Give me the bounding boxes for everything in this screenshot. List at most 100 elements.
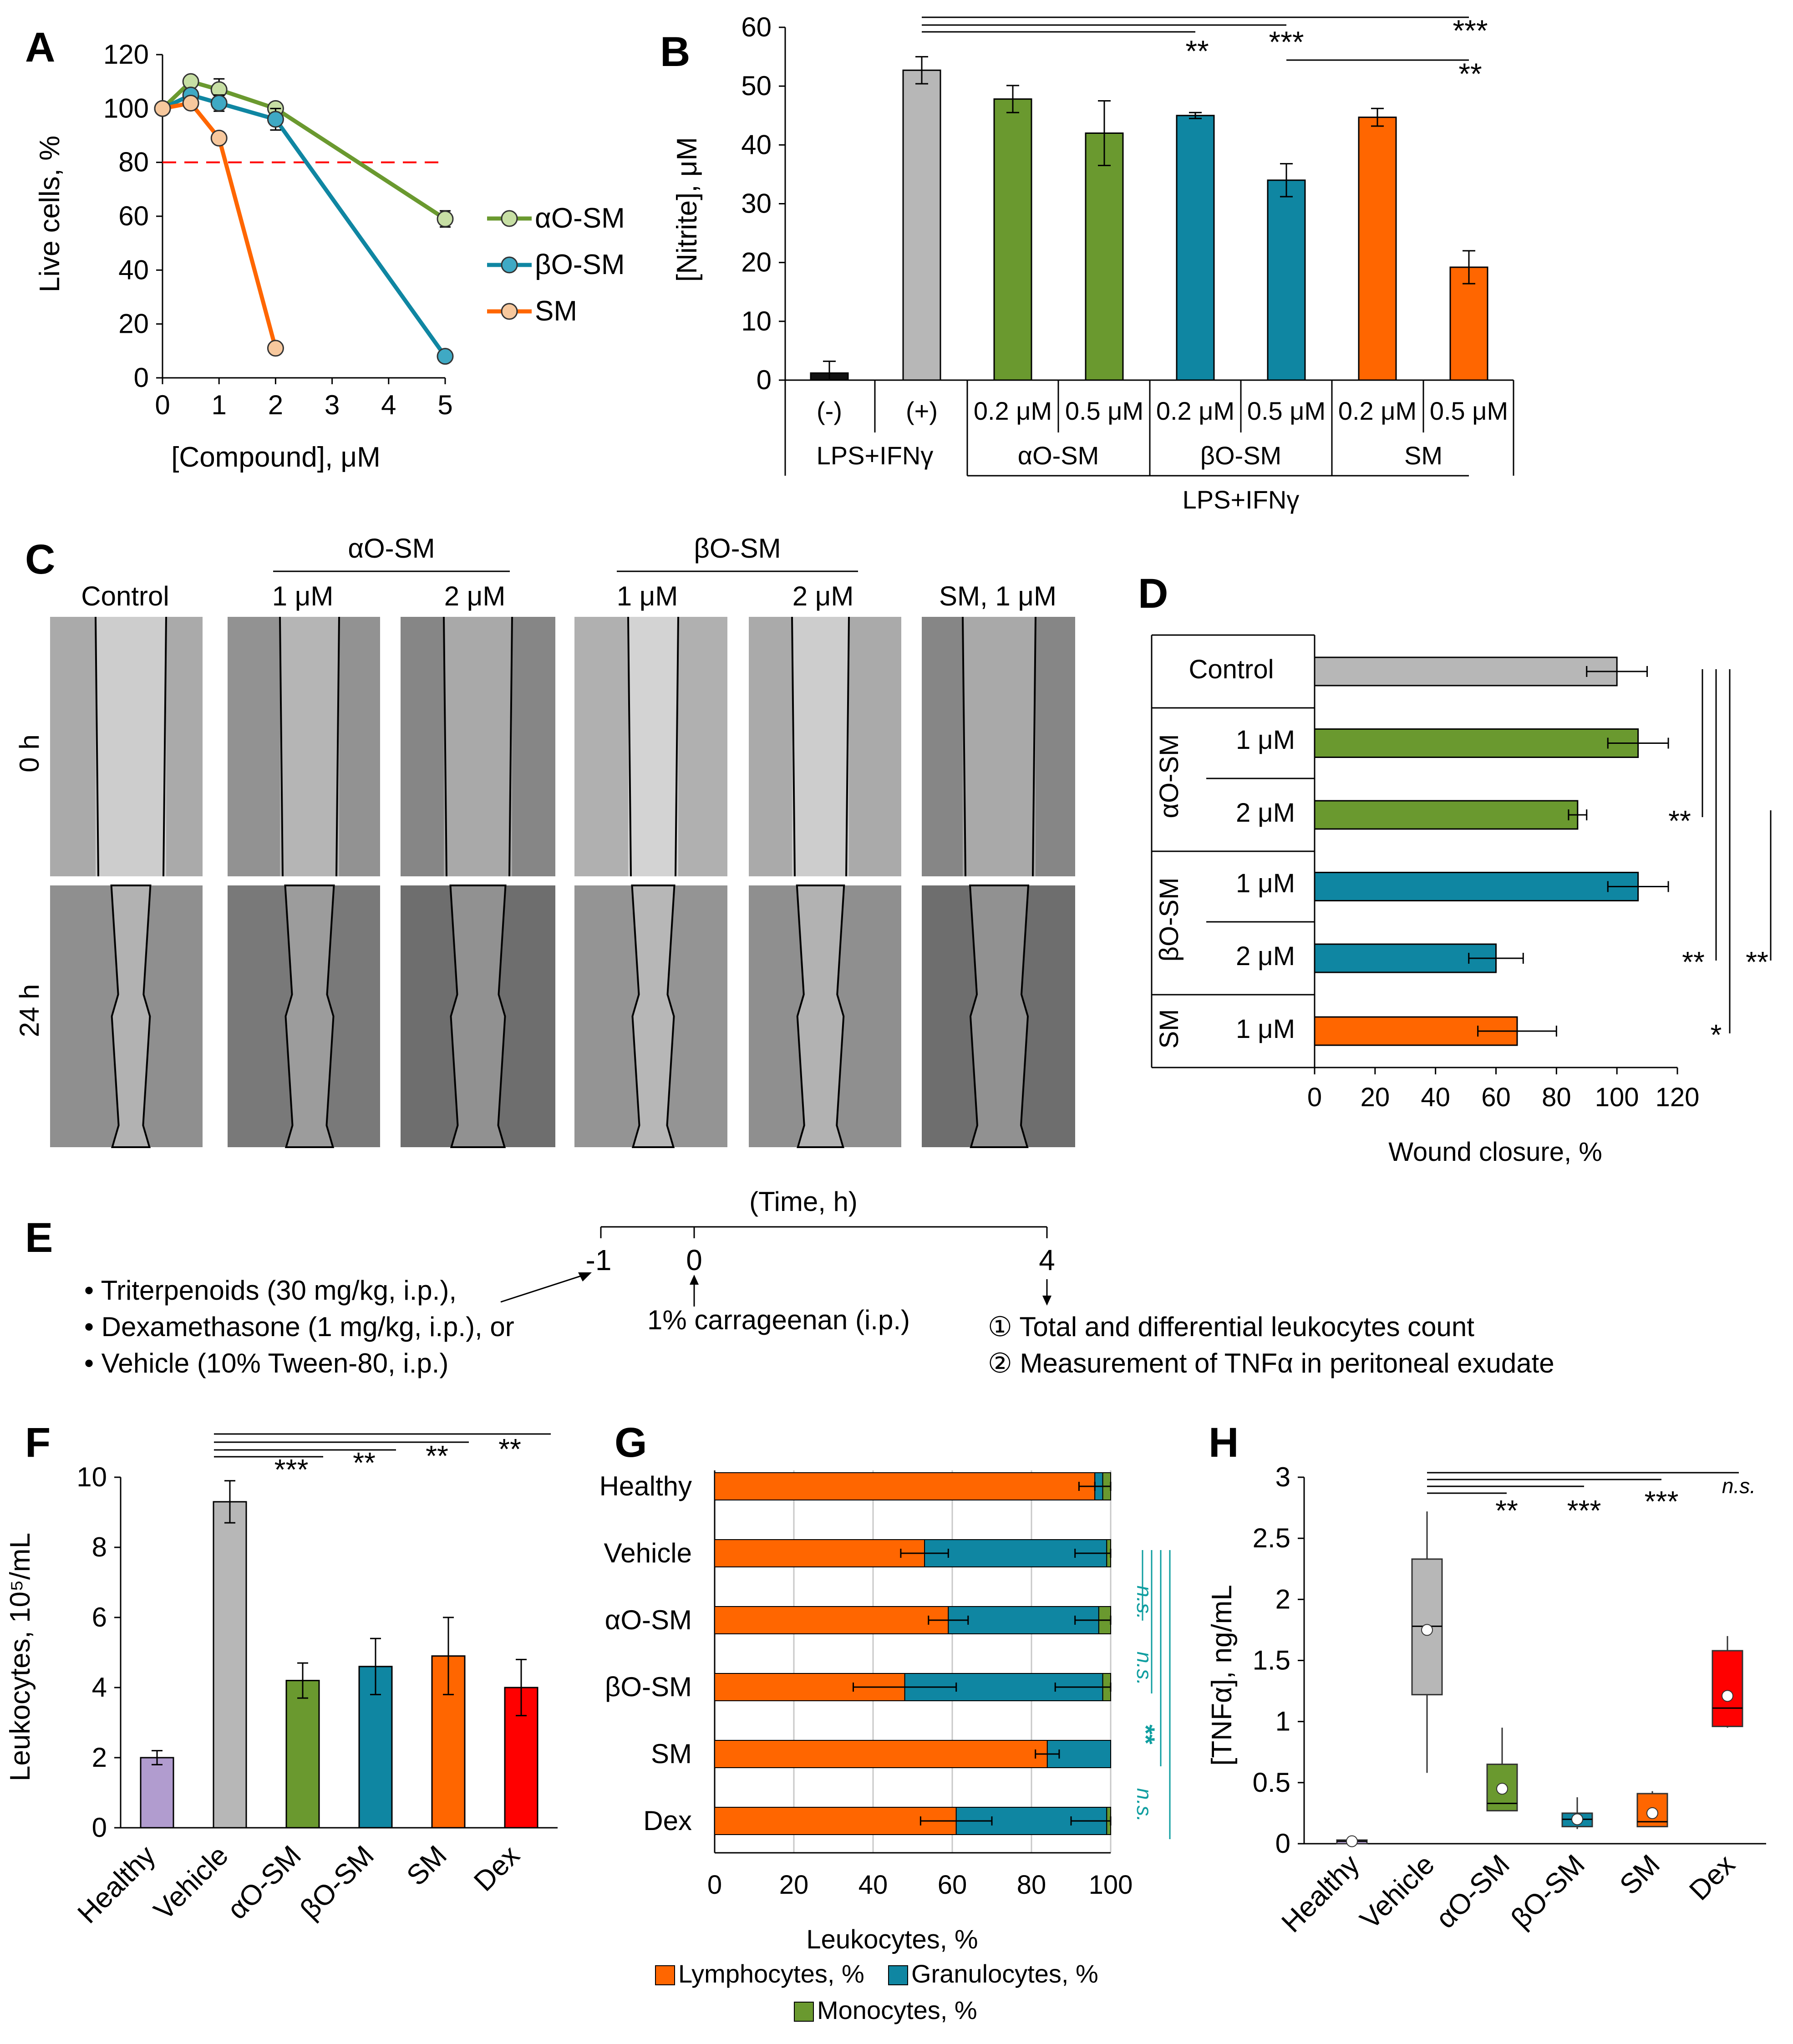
g-sig-1: n.s. [1133,1652,1156,1685]
f-cat-4: SM [401,1840,453,1892]
panel-b: B [Nitrite], μM 0 10 20 30 40 50 60 (-) (+) 0.… [660,12,1514,514]
g-legend-lymph: Lymphocytes, % [678,1959,864,1988]
c-wound-gap [963,617,1036,876]
d-row-table [1151,634,1315,1068]
a-line-βO-SM [162,93,447,358]
b-bar-5 [1267,179,1306,381]
a-ytick-label: 20 [118,309,149,339]
a-axes: 0 20 40 60 80 100 120 0 1 2 3 4 5 [103,39,453,420]
e-treat-0: • Triterpenoids (30 mg/kg, i.p.), [84,1275,457,1306]
c-wound-gap [792,617,849,876]
f-ytick-label: 0 [92,1812,107,1843]
h-ytick-label: 1 [1275,1706,1290,1737]
a-xlabel: [Compound], μM [171,442,381,473]
d-xtick-label: 40 [1421,1083,1450,1112]
g-cat-4: SM [651,1739,692,1769]
d-row-3: 1 μM [1236,869,1295,898]
h-mean-5 [1722,1690,1733,1702]
f-cat-3: βO-SM [294,1840,380,1925]
b-ytick-label: 50 [741,71,772,101]
panel-a: A Live cells, % [Compound], μM 020406080… [25,24,625,473]
g-xtick-label: 100 [1089,1870,1133,1900]
panel-letter-f: F [25,1419,51,1466]
h-sig-3: n.s. [1722,1474,1756,1498]
a-point-αO-SM [437,210,454,228]
panel-c: C Control 1 μM 2 μM 1 μM 2 μM SM, 1 μM α… [14,533,1075,1148]
b-ytick-label: 10 [741,306,772,336]
d-group-sm: SM [1154,1009,1184,1049]
e-treat-1: • Dexamethasone (1 mg/kg, i.p.), or [84,1312,514,1342]
h-cat-4: SM [1614,1849,1666,1901]
b-sig-0: ** [1185,34,1209,68]
a-legend-sm: SM [535,295,577,327]
g-axes: 0 20 40 60 80 100 [707,1470,1133,1900]
g-legend-gran: Granulocytes, % [911,1959,1098,1988]
c-wound-gap [444,617,512,876]
a-ytick-label: 0 [134,362,149,393]
g-cat-1: Vehicle [604,1538,692,1568]
e-readout-0: ① Total and differential leukocytes coun… [988,1312,1474,1342]
h-mean-2 [1496,1783,1508,1795]
b-group-lps: LPS+IFNγ [817,441,934,470]
b-ytick-label: 0 [757,365,772,395]
e-tick-0: 0 [686,1244,702,1276]
a-xtick-label: 3 [325,390,340,420]
e-time-title: (Time, h) [749,1186,858,1217]
d-sig-2: ** [1746,946,1768,978]
a-point-βO-SM [210,95,228,112]
f-bars [140,1433,551,1829]
a-xtick-label: 2 [268,390,283,420]
b-bar-4 [1176,115,1215,381]
d-group-alpha: αO-SM [1154,734,1184,819]
e-arrow-treat [500,1274,585,1303]
a-legend-marker [501,256,518,274]
c-wound-gap [280,617,339,876]
d-xlabel: Wound closure, % [1388,1137,1602,1167]
d-row-4: 2 μM [1236,941,1295,971]
h-mean-1 [1421,1624,1433,1636]
b-bar-2 [993,98,1032,381]
b-cat-0: (-) [817,397,842,425]
c-col-control: Control [81,581,169,611]
g-cat-3: βO-SM [605,1672,692,1702]
f-axes: 0 2 4 6 8 10 [76,1462,558,1843]
b-group-bottom: LPS+IFNγ [1183,485,1300,514]
g-cat-2: αO-SM [605,1605,692,1635]
a-ytick-label: 120 [103,39,149,70]
d-row-2: 2 μM [1236,798,1295,828]
f-ytick-label: 2 [92,1742,107,1773]
b-bar-3 [1085,132,1124,381]
panel-letter-c: C [25,536,55,583]
b-bar-1 [902,69,941,381]
a-xtick-label: 4 [381,390,396,420]
d-sig-3: * [1711,1018,1722,1051]
a-ylabel: Live cells, % [34,136,66,293]
b-group-alpha: αO-SM [1018,441,1099,470]
b-group-beta: βO-SM [1200,441,1281,470]
f-cat-0: Healthy [71,1840,161,1929]
b-ytick-label: 60 [741,12,772,42]
c-wound-edge [791,616,796,877]
d-sig-1: ** [1682,946,1705,978]
a-legend-marker [501,210,518,227]
c-wound-edge [443,616,447,877]
d-xtick-label: 0 [1307,1083,1322,1112]
g-xtick-label: 60 [938,1870,967,1900]
b-sig-2: *** [1453,14,1488,47]
g-significance: n.s. n.s. ** n.s. [1132,1586,1160,1822]
f-sig-0: *** [274,1453,309,1486]
h-mean-0 [1346,1835,1358,1847]
c-wound-gap [628,617,678,876]
d-axes: 0 20 40 60 80 100 120 [1307,635,1699,1112]
c-micrographs [50,616,1075,1148]
g-bars [714,1472,1171,1839]
c-wound-gap [631,885,676,1148]
f-ylabel: Leukocytes, 10⁵/mL [5,1533,36,1781]
e-readout-1: ② Measurement of TNFα in peritoneal exud… [988,1348,1554,1378]
c-group-beta: βO-SM [694,533,781,564]
c-col-beta-2: 2 μM [792,581,854,611]
g-xtick-label: 80 [1017,1870,1046,1900]
f-cat-5: Dex [468,1840,526,1897]
panel-letter-d: D [1138,570,1168,617]
c-group-alpha: αO-SM [348,533,435,564]
